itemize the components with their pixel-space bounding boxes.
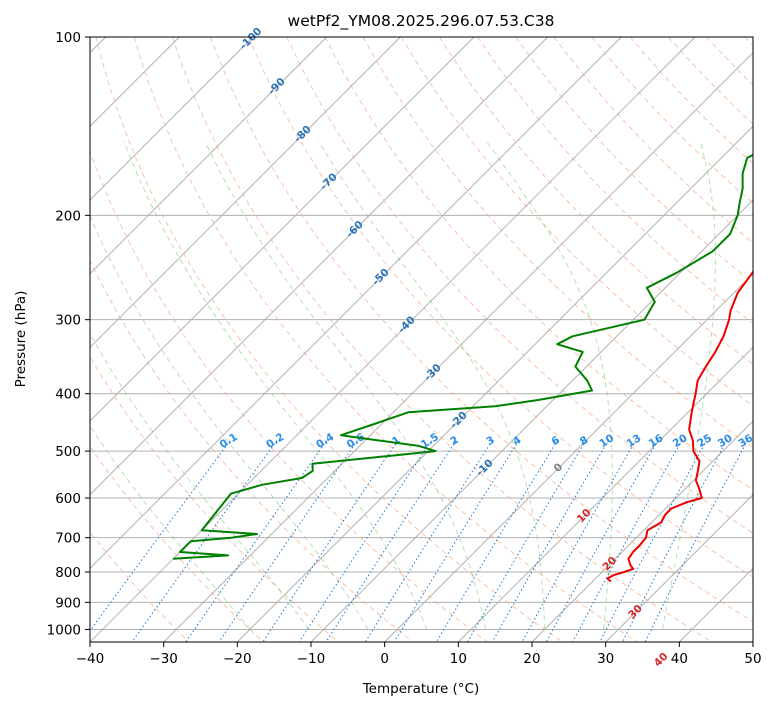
moist-adiabat <box>486 141 613 630</box>
y-tick-label: 400 <box>55 387 81 403</box>
x-tick-label: 50 <box>744 651 761 667</box>
isotherm-line <box>90 37 327 275</box>
dry-adiabat <box>90 531 190 642</box>
mixing-ratio-line <box>545 440 659 642</box>
dry-adiabat <box>90 259 414 642</box>
isotherm-label: 40 <box>652 650 671 669</box>
y-tick-label: 100 <box>55 30 81 46</box>
isotherm-line <box>752 641 753 642</box>
y-tick-label: 500 <box>55 444 81 460</box>
mixing-ratio-line <box>325 440 457 642</box>
mixing-ratio-line <box>298 440 432 642</box>
mixing-ratio-line <box>621 440 728 642</box>
mixing-ratio-line <box>521 440 637 642</box>
y-axis: 100 200 300 400 500 600 700 800 900 1000 <box>47 30 90 638</box>
plot-background <box>90 37 753 642</box>
series-layer <box>173 153 753 583</box>
x-tick-label: −30 <box>149 651 178 667</box>
plot-frame <box>89 36 754 643</box>
isotherm-line <box>90 37 401 348</box>
mixing-ratio-line <box>491 440 609 642</box>
dry-adiabat <box>362 37 753 449</box>
mixing-ratio-line <box>467 440 587 642</box>
x-tick-label: −10 <box>297 651 326 667</box>
moist-adiabat <box>123 141 428 630</box>
moist-adiabat <box>204 141 487 630</box>
dry-adiabat <box>400 37 753 407</box>
dry-adiabat <box>171 37 712 642</box>
dry-adiabat <box>477 37 753 325</box>
temperature-profile-line <box>606 270 753 583</box>
x-tick-label: 20 <box>523 651 540 667</box>
dry-adiabat <box>591 37 753 204</box>
isotherm-line <box>90 37 622 569</box>
isotherm-line <box>310 199 753 642</box>
chart-title: wetPf2_YM08.2025.296.07.53.C38 <box>288 12 555 31</box>
mixing-ratio-line <box>435 440 558 642</box>
x-tick-label: −20 <box>223 651 252 667</box>
isotherm-line <box>163 52 753 642</box>
isotherm-line <box>384 273 753 642</box>
x-tick-label: 10 <box>450 651 467 667</box>
dry-adiabat <box>439 37 753 365</box>
isotherm-line <box>237 125 753 642</box>
isotherm-line <box>605 494 753 642</box>
moist-adiabat <box>318 141 546 630</box>
y-tick-label: 800 <box>55 565 81 581</box>
dry-adiabat <box>133 37 638 642</box>
dewpoint-profile-line <box>173 153 753 560</box>
y-tick-label: 600 <box>55 491 81 507</box>
isotherm-line <box>90 37 548 496</box>
x-axis: −40 −30 −20 −10 0 10 20 30 40 50 <box>76 642 762 667</box>
y-tick-label: 900 <box>55 595 81 611</box>
x-tick-label: 40 <box>671 651 688 667</box>
moist-adiabat <box>661 141 716 630</box>
y-tick-label: 1000 <box>47 622 81 638</box>
mixing-ratio-line <box>262 440 399 642</box>
y-axis-label: Pressure (hPa) <box>13 291 29 388</box>
y-tick-label: 700 <box>55 531 81 547</box>
moist-adiabat <box>90 332 310 630</box>
mixing-ratio-line <box>90 440 231 632</box>
x-tick-label: 0 <box>380 651 389 667</box>
mixing-ratio-line <box>185 440 328 642</box>
x-tick-label: −40 <box>76 651 105 667</box>
mixing-ratio-line <box>131 440 278 642</box>
dry-adiabat <box>629 37 753 165</box>
dry-adiabat <box>90 445 264 642</box>
y-tick-label: 300 <box>55 313 81 329</box>
dry-adiabat <box>248 37 753 578</box>
background-lines <box>90 37 753 642</box>
mixing-ratio-line <box>218 440 358 642</box>
x-axis-label: Temperature (°C) <box>362 681 480 697</box>
dry-adiabat <box>95 37 563 642</box>
isotherm-line <box>90 37 254 201</box>
x-tick-label: 30 <box>597 651 614 667</box>
y-tick-label: 200 <box>55 208 81 224</box>
isotherm-line <box>458 346 753 642</box>
mixing-ratio-line <box>644 440 748 642</box>
isotherm-line <box>90 37 475 422</box>
dry-adiabat <box>515 37 753 284</box>
dry-adiabat <box>210 37 753 623</box>
isotherm-line <box>531 420 753 642</box>
